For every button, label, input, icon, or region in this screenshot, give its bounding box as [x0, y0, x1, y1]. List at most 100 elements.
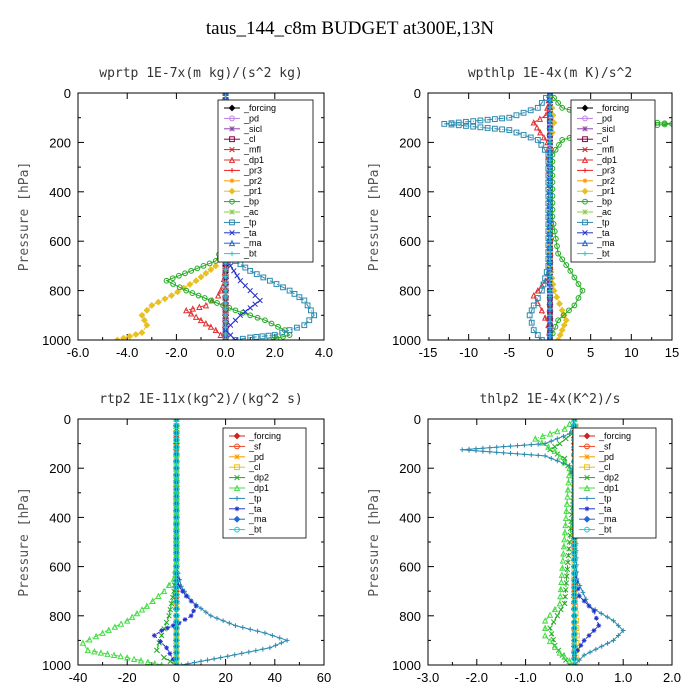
data-point-bp	[552, 323, 559, 330]
legend-marker	[584, 454, 590, 460]
data-point-tp	[534, 332, 541, 338]
legend-label: _bt	[248, 525, 262, 535]
data-point-dp1	[551, 643, 559, 650]
data-point-bt	[571, 612, 578, 619]
legend-marker	[229, 198, 235, 205]
legend-label: _pr1	[243, 186, 262, 196]
data-point-dp1	[564, 493, 571, 500]
y-tick-label: 600	[399, 234, 421, 249]
legend-marker	[234, 474, 240, 481]
data-point-tp	[296, 294, 303, 301]
data-point-dp1	[183, 306, 190, 314]
legend-marker	[583, 515, 591, 523]
data-point-dp1	[554, 427, 561, 435]
data-point-bt	[223, 267, 228, 272]
data-point-bt	[173, 619, 180, 625]
data-point-tp	[599, 643, 605, 649]
legend-marker	[229, 146, 235, 153]
legend-label: _ta	[243, 228, 257, 238]
legend-label: _cl	[243, 134, 256, 144]
legend-label: _bt	[243, 249, 257, 259]
data-point-dp1	[149, 597, 156, 604]
data-point-bt	[223, 93, 228, 96]
panel-title: wprtp 1E-7x(m kg)/(s^2 kg)	[99, 66, 303, 81]
data-point-tp	[294, 324, 300, 331]
data-point-bp	[575, 295, 582, 301]
data-point-bp	[207, 297, 214, 304]
legend-label: _mfl	[243, 145, 261, 155]
y-tick-label: 1000	[392, 333, 421, 348]
y-tick-label: 400	[49, 185, 71, 200]
data-point-tp	[615, 633, 621, 638]
data-point-dp2	[557, 440, 563, 447]
series-line-dp1	[82, 419, 177, 665]
data-point-bt	[547, 294, 553, 300]
data-point-ta	[231, 268, 237, 274]
data-point-tp	[267, 645, 273, 651]
data-point-tp	[269, 633, 275, 638]
data-point-tp	[521, 451, 527, 457]
data-point-bt	[223, 306, 228, 312]
data-point-tp	[226, 620, 232, 626]
legend-marker	[234, 526, 240, 533]
data-point-dp2	[153, 647, 160, 653]
data-point-tp	[548, 455, 554, 461]
series-line-bp	[165, 93, 291, 340]
x-tick-label: 4.0	[315, 345, 333, 360]
legend-marker	[583, 484, 591, 491]
data-point-pr1	[132, 331, 140, 338]
x-tick-label: -20	[118, 670, 137, 685]
data-point-dp1	[117, 620, 125, 627]
data-point-ta	[170, 656, 176, 662]
data-point-tp	[311, 312, 318, 319]
y-tick-label: 200	[49, 135, 71, 150]
data-point-bt	[223, 300, 228, 306]
legend-marker	[229, 251, 235, 256]
data-point-ta	[247, 287, 253, 294]
data-point-dp1	[197, 316, 205, 324]
data-point-bt	[547, 147, 553, 152]
data-point-tp	[473, 448, 479, 454]
legend-marker	[229, 168, 235, 173]
data-point-pr1	[143, 321, 151, 329]
data-point-ta	[576, 593, 582, 599]
data-point-bt	[547, 111, 553, 117]
data-point-dp1	[79, 639, 87, 646]
data-point-dp1	[91, 647, 98, 655]
data-point-pr1	[168, 292, 175, 299]
legend-marker	[234, 443, 240, 450]
data-point-dp1	[202, 301, 210, 309]
data-point-tp	[208, 613, 214, 619]
data-point-dp2	[564, 573, 570, 579]
data-point-bt	[173, 486, 180, 493]
data-point-dp1	[541, 617, 549, 624]
data-point-dp1	[558, 571, 566, 578]
data-point-dp1	[559, 557, 567, 564]
data-point-bt	[547, 182, 553, 188]
data-point-dp1	[545, 443, 552, 450]
data-point-tp	[286, 287, 293, 294]
data-point-tp	[220, 618, 226, 624]
data-point-tp	[271, 332, 278, 338]
data-point-tp	[527, 107, 534, 114]
data-point-tp	[521, 442, 527, 448]
data-point-tp	[535, 441, 541, 447]
data-point-tp	[487, 445, 493, 451]
legend-label: _dp1	[243, 155, 264, 165]
data-point-tp	[605, 640, 610, 646]
legend-marker	[233, 515, 241, 523]
x-tick-label: -3.0	[417, 670, 439, 685]
data-point-bt	[173, 500, 180, 507]
data-point-bp	[254, 314, 261, 321]
y-tick-label: 1000	[42, 333, 71, 348]
data-point-bp	[182, 270, 188, 277]
data-point-bt	[547, 189, 553, 195]
data-point-dp1	[212, 326, 219, 334]
data-point-pr1	[192, 277, 200, 285]
data-point-ta	[252, 301, 258, 307]
data-point-dp1	[537, 129, 544, 136]
data-point-bp	[555, 317, 562, 324]
data-point-bt	[571, 655, 578, 662]
data-point-dp1	[563, 507, 570, 514]
legend-label: _pd	[598, 452, 614, 462]
